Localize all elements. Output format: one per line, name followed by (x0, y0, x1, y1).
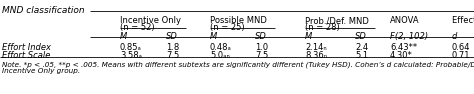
Text: 1.8: 1.8 (166, 43, 179, 52)
Text: Note. *p < .05, **p < .005. Means with different subtexts are significantly diff: Note. *p < .05, **p < .005. Means with d… (2, 61, 474, 68)
Text: ANOVA: ANOVA (390, 16, 419, 25)
Text: 6.43**: 6.43** (390, 43, 417, 52)
Text: 0.48ₐ: 0.48ₐ (210, 43, 232, 52)
Text: d: d (452, 32, 457, 41)
Text: (n = 28): (n = 28) (305, 23, 340, 32)
Text: 5.1: 5.1 (355, 51, 368, 60)
Text: Effort Index: Effort Index (2, 43, 51, 52)
Text: M: M (120, 32, 127, 41)
Text: 8.36ₙ: 8.36ₙ (305, 51, 327, 60)
Text: F(2, 102): F(2, 102) (390, 32, 428, 41)
Text: Possible MND: Possible MND (210, 16, 267, 25)
Text: Prob./Def. MND: Prob./Def. MND (305, 16, 369, 25)
Text: 0.64: 0.64 (452, 43, 471, 52)
Text: Effort Scale: Effort Scale (2, 51, 50, 60)
Text: 0.85ₐ: 0.85ₐ (120, 43, 142, 52)
Text: MND classification: MND classification (2, 6, 85, 15)
Text: 7.5: 7.5 (166, 51, 179, 60)
Text: (n = 52): (n = 52) (120, 23, 155, 32)
Text: 1.0: 1.0 (255, 43, 268, 52)
Text: Effect size: Effect size (452, 16, 474, 25)
Text: 0.71: 0.71 (452, 51, 471, 60)
Text: M: M (210, 32, 217, 41)
Text: SD: SD (255, 32, 267, 41)
Text: SD: SD (355, 32, 367, 41)
Text: 4.30*: 4.30* (390, 51, 413, 60)
Text: 5.0ₐₙ: 5.0ₐₙ (210, 51, 230, 60)
Text: SD: SD (166, 32, 178, 41)
Text: 3.58ₐ: 3.58ₐ (120, 51, 142, 60)
Text: Incentive Only: Incentive Only (120, 16, 181, 25)
Text: 7.5: 7.5 (255, 51, 268, 60)
Text: 2.14ₙ: 2.14ₙ (305, 43, 327, 52)
Text: (n = 25): (n = 25) (210, 23, 245, 32)
Text: Incentive Only group.: Incentive Only group. (2, 68, 80, 74)
Text: M: M (305, 32, 312, 41)
Text: 2.4: 2.4 (355, 43, 368, 52)
